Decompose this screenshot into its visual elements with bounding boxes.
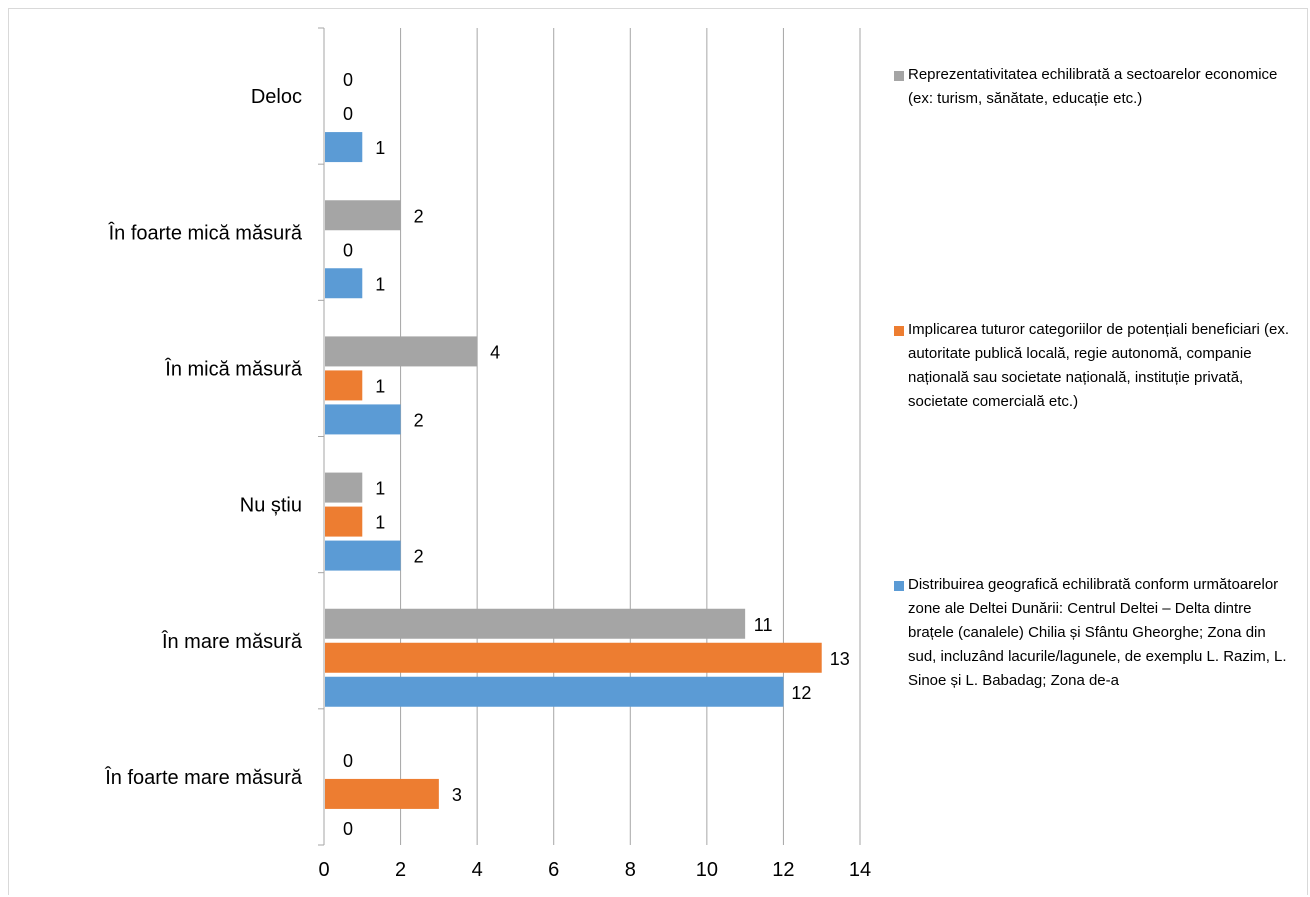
- data-label: 0: [343, 751, 353, 771]
- data-label: 0: [343, 240, 353, 260]
- data-label: 0: [343, 104, 353, 124]
- bar: [325, 642, 822, 673]
- bar: [325, 336, 478, 367]
- x-tick-label: 0: [318, 859, 329, 881]
- legend-swatch: [894, 71, 904, 81]
- bar: [325, 506, 363, 537]
- category-label: În foarte mică măsură: [108, 221, 303, 244]
- bar: [325, 778, 439, 809]
- x-tick-label: 10: [696, 859, 718, 881]
- legend-swatch: [894, 581, 904, 591]
- legend-label: Distribuirea geografică echilibrată conf…: [908, 576, 1287, 689]
- bar: [325, 268, 363, 299]
- category-label: În mare măsură: [161, 630, 303, 653]
- x-tick-label: 8: [625, 859, 636, 881]
- category-label: În foarte mare măsură: [104, 766, 303, 789]
- data-label: 1: [375, 513, 385, 533]
- data-label: 12: [791, 683, 811, 703]
- data-label: 13: [830, 649, 850, 669]
- data-label: 11: [754, 615, 773, 635]
- legend-label: Implicarea tuturor categoriilor de poten…: [908, 321, 1290, 410]
- x-tick-label: 6: [548, 859, 559, 881]
- bar: [325, 608, 746, 639]
- data-label: 1: [375, 274, 385, 294]
- data-label: 1: [375, 376, 385, 396]
- x-tick-label: 4: [472, 859, 483, 881]
- legend-label: Reprezentativitatea echilibrată a sectoa…: [908, 66, 1278, 107]
- legend-item: Distribuirea geografică echilibrată conf…: [894, 573, 1294, 693]
- legend-item: Implicarea tuturor categoriilor de poten…: [894, 318, 1294, 414]
- legend-item: Reprezentativitatea echilibrată a sectoa…: [894, 63, 1294, 111]
- bar: [325, 472, 363, 503]
- x-tick-label: 12: [772, 859, 794, 881]
- data-label: 3: [452, 785, 462, 805]
- category-label: Nu știu: [240, 495, 302, 517]
- bar: [325, 200, 401, 231]
- bar: [325, 540, 401, 571]
- legend-swatch: [894, 326, 904, 336]
- data-label: 2: [414, 410, 424, 430]
- data-label: 0: [343, 70, 353, 90]
- gridlines: [400, 28, 861, 845]
- category-label: Deloc: [251, 86, 302, 108]
- x-tick-labels: 0 2 4 6 8 10 12 14: [318, 859, 871, 881]
- data-label: 4: [490, 342, 500, 362]
- axes: [318, 27, 325, 846]
- x-tick-label: 14: [849, 859, 871, 881]
- category-label: În mică măsură: [164, 357, 303, 380]
- category-labels: Deloc În foarte mică măsură În mică măsură…: [104, 86, 303, 789]
- x-tick-label: 2: [395, 859, 406, 881]
- data-label: 1: [375, 138, 385, 158]
- data-label: 2: [414, 547, 424, 567]
- bar: [325, 404, 401, 435]
- data-label: 0: [343, 819, 353, 839]
- bar: [325, 132, 363, 163]
- chart-frame: [8, 8, 1308, 895]
- bar: [325, 370, 363, 401]
- data-label: 1: [375, 479, 385, 499]
- bars: [325, 132, 822, 809]
- data-label: 2: [414, 206, 424, 226]
- bar: [325, 676, 784, 707]
